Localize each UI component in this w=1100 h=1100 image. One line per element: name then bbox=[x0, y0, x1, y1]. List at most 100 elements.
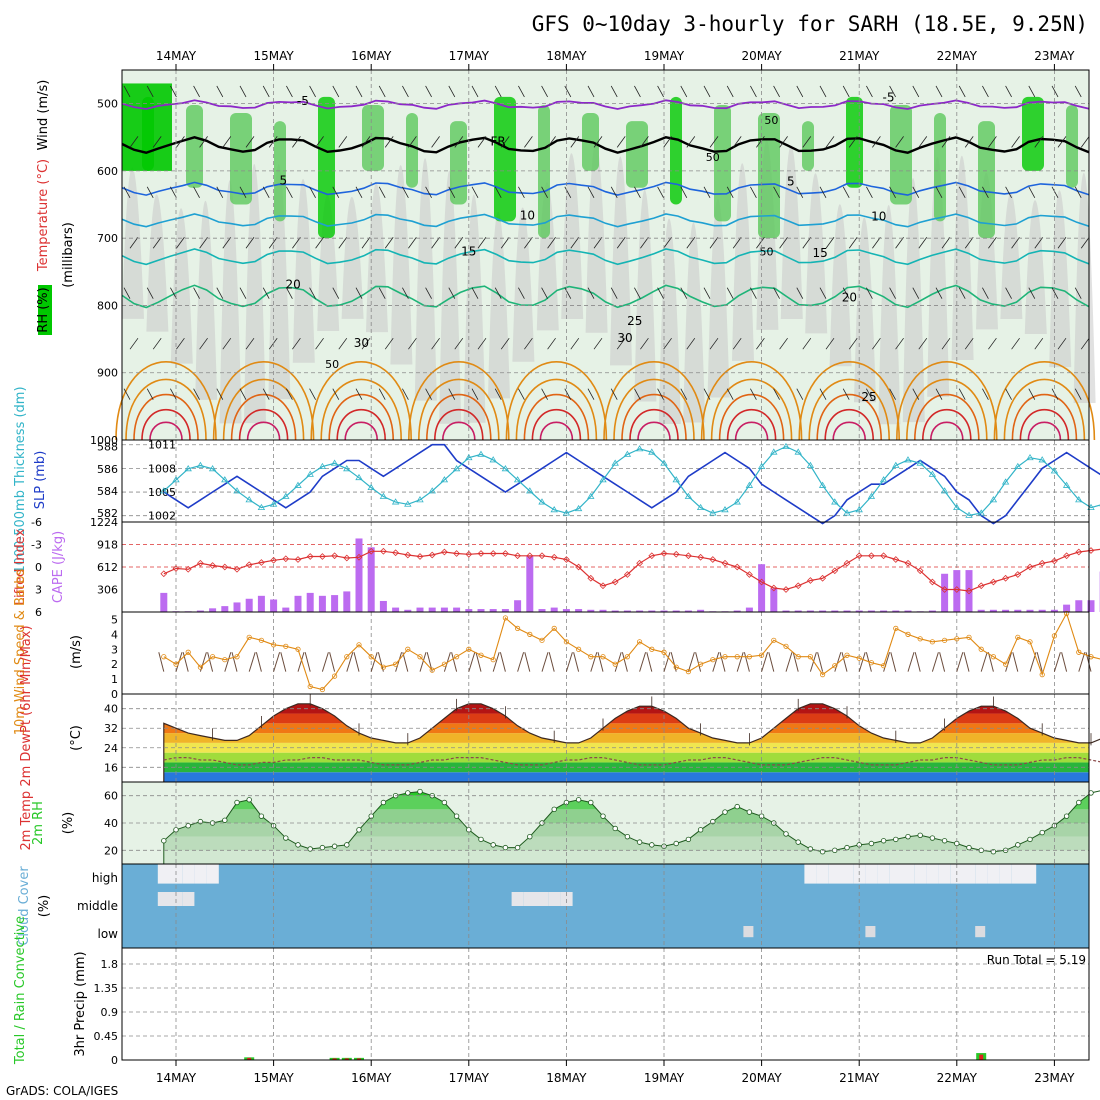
wind-barb bbox=[756, 136, 765, 148]
wind-barb bbox=[858, 652, 866, 672]
date-label-top: 18MAY bbox=[546, 49, 587, 63]
cape-tick-label: 918 bbox=[97, 539, 118, 552]
isotherm-line bbox=[426, 393, 492, 441]
wind-barb bbox=[193, 287, 200, 299]
wind-barb bbox=[616, 237, 626, 249]
wind-speed-point bbox=[319, 686, 325, 693]
lifted-index-point bbox=[526, 552, 534, 560]
lifted-index-point bbox=[843, 559, 851, 567]
thickness-point bbox=[257, 503, 266, 510]
wind-speed-point bbox=[466, 646, 472, 652]
wind-barb bbox=[245, 337, 255, 350]
rh-point bbox=[527, 833, 533, 840]
wind-speed-point bbox=[880, 663, 887, 669]
wind-barb bbox=[565, 652, 573, 672]
wind-barb bbox=[207, 652, 214, 672]
isotherm-line bbox=[914, 393, 980, 441]
wind-barb bbox=[262, 186, 270, 199]
rh-shade-green bbox=[122, 83, 172, 171]
isotherm-line bbox=[523, 393, 590, 441]
cape-bar bbox=[514, 600, 522, 612]
cape-bar bbox=[209, 608, 217, 612]
wind-barb bbox=[129, 237, 139, 249]
thickness-point bbox=[416, 496, 424, 503]
wind-barb bbox=[454, 237, 464, 249]
wind-barb bbox=[941, 136, 951, 148]
isotherm-line bbox=[125, 378, 207, 441]
wind-speed-line bbox=[163, 612, 1100, 691]
rh-point bbox=[441, 799, 448, 806]
wind-barb bbox=[1061, 652, 1068, 672]
thickness-point bbox=[660, 459, 668, 466]
lifted-index-point bbox=[1038, 559, 1046, 567]
wind-barb bbox=[663, 337, 672, 350]
wind-barb bbox=[384, 337, 394, 350]
wind-barb bbox=[517, 652, 525, 672]
rh-point bbox=[283, 835, 289, 841]
lifted-index-point bbox=[1026, 563, 1034, 571]
thickness-point bbox=[440, 476, 449, 483]
cape-bar bbox=[294, 595, 302, 612]
temperature-band bbox=[163, 772, 1089, 782]
lifted-index-point bbox=[197, 559, 204, 567]
thickness-point bbox=[379, 492, 388, 499]
rh-shade-grey bbox=[1024, 200, 1047, 334]
wind-barb bbox=[941, 237, 951, 249]
date-label-top: 14MAY bbox=[156, 49, 197, 63]
wind-barb bbox=[802, 337, 812, 350]
date-label-bottom: 15MAY bbox=[253, 1071, 294, 1085]
wind-barb bbox=[779, 136, 788, 148]
wind-barb bbox=[895, 237, 904, 249]
wind-barb bbox=[332, 186, 340, 199]
rh-shade-green bbox=[230, 113, 252, 205]
wind-barb bbox=[680, 85, 688, 98]
wind-barb bbox=[541, 186, 548, 199]
wind-barb bbox=[621, 652, 628, 672]
thickness-point bbox=[233, 487, 241, 494]
wind-barb bbox=[889, 287, 896, 299]
li-tick-label: 6 bbox=[35, 606, 42, 619]
rh-shade-green bbox=[758, 113, 780, 239]
wind-barb bbox=[176, 337, 185, 350]
date-label-bottom: 14MAY bbox=[156, 1071, 197, 1085]
isotherm-line bbox=[637, 421, 671, 441]
cloud-gap-high bbox=[999, 864, 1012, 884]
wind-barb bbox=[657, 186, 664, 199]
lifted-index-point bbox=[1063, 552, 1070, 560]
rh-shade-green bbox=[406, 113, 418, 188]
cape-bar bbox=[672, 610, 680, 612]
cape-bar bbox=[880, 610, 888, 612]
thickness-point bbox=[574, 504, 583, 512]
cape-bar bbox=[794, 610, 802, 612]
wind-barb bbox=[750, 388, 757, 400]
wind-speed-point bbox=[917, 636, 923, 642]
rh-point bbox=[612, 825, 618, 832]
precip-convective-bar bbox=[979, 1054, 984, 1060]
wind-barb bbox=[872, 237, 881, 249]
lifted-index-point bbox=[258, 559, 265, 566]
cloud-gap-middle bbox=[536, 892, 549, 906]
wind-barb bbox=[471, 388, 479, 400]
wind-barb bbox=[338, 337, 348, 350]
cloud-level-label: middle bbox=[77, 899, 118, 913]
wind-speed-point bbox=[368, 654, 374, 660]
wind-barb bbox=[448, 388, 456, 400]
wind-barb bbox=[378, 186, 386, 199]
cape-bar bbox=[257, 595, 265, 612]
isotherm-line bbox=[930, 421, 964, 441]
cloud-gap-high bbox=[902, 864, 915, 884]
temperature-axis-label: Temperature (°C) bbox=[36, 159, 51, 272]
wind-speed-point bbox=[527, 631, 533, 637]
wind-barb bbox=[402, 287, 409, 299]
wind-speed-point bbox=[673, 664, 679, 670]
wind-barb bbox=[518, 85, 525, 98]
wind-barb bbox=[494, 85, 502, 98]
wind-speed-point bbox=[490, 657, 496, 663]
thickness-point bbox=[794, 448, 802, 455]
wind-barb bbox=[152, 337, 162, 350]
wind-barb bbox=[732, 136, 742, 148]
cape-bar bbox=[404, 609, 412, 612]
wind-barb bbox=[216, 85, 224, 98]
cape-bar bbox=[318, 595, 326, 612]
wind-barb bbox=[146, 186, 154, 199]
